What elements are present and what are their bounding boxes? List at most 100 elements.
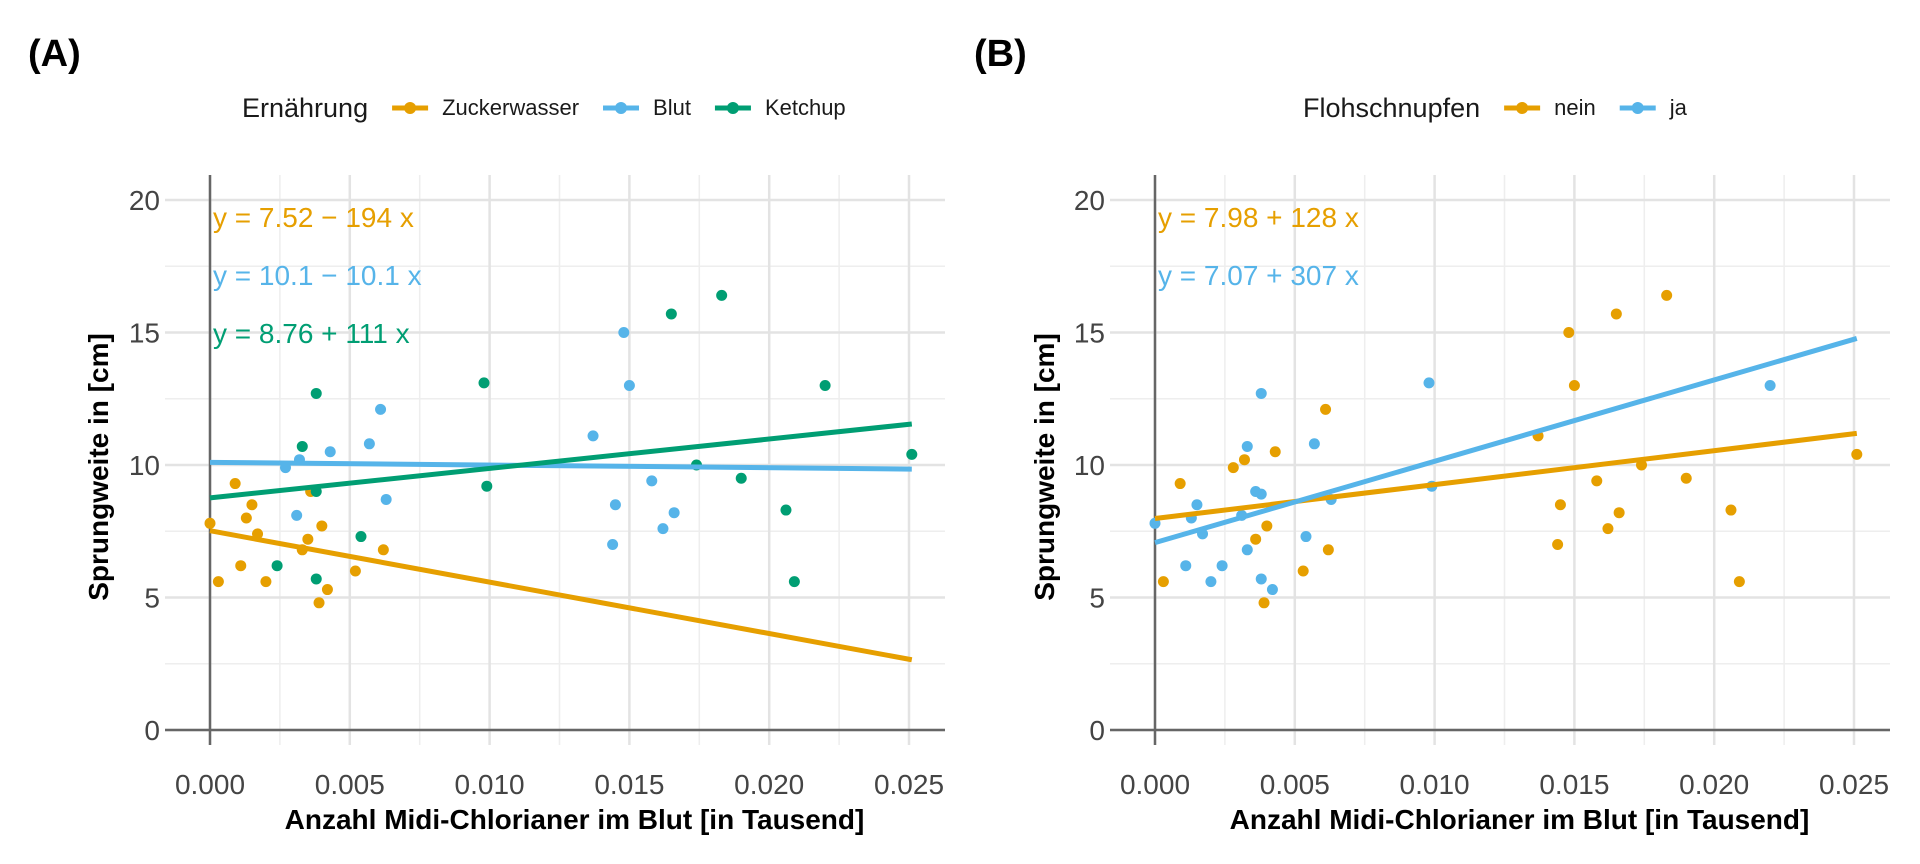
legend-item: nein: [1504, 95, 1596, 120]
data-point: [355, 531, 367, 543]
legend-label: Blut: [653, 95, 691, 120]
legend-label: Zuckerwasser: [442, 95, 579, 120]
legend-key-point: [726, 102, 739, 114]
data-point: [1255, 573, 1267, 585]
data-point: [324, 446, 336, 458]
x-tick-label: 0.020: [1679, 769, 1749, 800]
data-point: [906, 448, 918, 460]
data-point: [1261, 520, 1273, 532]
data-point: [1216, 560, 1228, 572]
x-tick-label: 0.025: [1819, 769, 1889, 800]
data-point: [1764, 380, 1776, 391]
legend-key-point: [404, 102, 417, 114]
data-point: [1568, 380, 1580, 391]
y-tick-label: 10: [1074, 450, 1105, 481]
data-point: [819, 380, 831, 391]
data-point: [1322, 544, 1334, 556]
data-point: [1227, 462, 1239, 474]
x-tick-label: 0.005: [315, 769, 385, 800]
series-points-nein: [1157, 289, 1863, 609]
x-tick-label: 0.010: [455, 769, 525, 800]
data-point: [321, 584, 333, 596]
legend-title: Flohschnupfen: [1303, 93, 1480, 123]
regression-equation: y = 10.1 − 10.1 x: [213, 260, 422, 291]
regression-equation: y = 8.76 + 111 x: [213, 318, 410, 349]
data-point: [1591, 475, 1603, 487]
y-tick-label: 5: [144, 583, 160, 614]
y-tick-label: 20: [129, 185, 160, 216]
data-point: [646, 475, 658, 487]
data-point: [1613, 507, 1625, 519]
legend-title: Ernährung: [242, 93, 368, 123]
x-tick-label: 0.025: [874, 769, 944, 800]
data-point: [1205, 576, 1217, 588]
data-point: [1250, 533, 1262, 545]
regression-equation: y = 7.07 + 307 x: [1158, 260, 1359, 291]
data-point: [1552, 539, 1564, 550]
data-point: [1191, 499, 1203, 511]
data-point: [229, 478, 241, 490]
data-point: [478, 377, 490, 389]
data-point: [1258, 597, 1270, 609]
data-point: [1554, 499, 1566, 511]
x-tick-label: 0.005: [1260, 769, 1330, 800]
data-point: [481, 480, 493, 492]
data-point: [1255, 488, 1267, 500]
data-point: [1661, 289, 1673, 301]
x-tick-label: 0.000: [175, 769, 245, 800]
data-point: [1255, 387, 1267, 399]
x-tick-label: 0.015: [594, 769, 664, 800]
data-point: [377, 544, 389, 556]
data-point: [349, 565, 361, 577]
data-point: [1725, 504, 1737, 516]
data-point: [665, 308, 677, 320]
x-tick-label: 0.020: [734, 769, 804, 800]
data-point: [657, 523, 669, 535]
legend-key-point: [615, 102, 628, 114]
y-tick-label: 0: [1089, 715, 1105, 746]
data-point: [310, 573, 322, 585]
panel-label: (A): [28, 33, 81, 75]
data-point: [204, 517, 216, 529]
data-point: [313, 597, 325, 609]
data-point: [1423, 377, 1435, 389]
data-point: [788, 576, 800, 588]
regression-line: [209, 459, 912, 472]
legend-item: ja: [1619, 95, 1688, 120]
series-points-blut: [279, 327, 680, 550]
data-point: [623, 380, 635, 391]
data-point: [246, 499, 258, 511]
x-tick-label: 0.000: [1120, 769, 1190, 800]
data-point: [716, 289, 728, 301]
data-point: [296, 440, 308, 452]
y-tick-label: 5: [1089, 583, 1105, 614]
data-point: [1610, 308, 1622, 320]
data-point: [260, 576, 272, 588]
data-point: [1241, 544, 1253, 556]
legend-label: nein: [1554, 95, 1596, 120]
data-point: [1297, 565, 1309, 577]
legend-key-point: [1631, 102, 1644, 114]
y-tick-label: 15: [129, 318, 160, 349]
data-point: [310, 387, 322, 399]
y-tick-label: 20: [1074, 185, 1105, 216]
data-point: [1157, 576, 1169, 588]
panel-a: (A) 0.000 0.005 0.010 0.015 0.020 0.025 0 5 10 15 2…: [28, 33, 945, 835]
data-point: [609, 499, 621, 511]
data-point: [587, 430, 599, 442]
panel-label: (B): [974, 33, 1027, 75]
data-point: [1308, 438, 1320, 450]
data-point: [780, 504, 792, 516]
legend-label: Ketchup: [765, 95, 846, 120]
x-axis-title: Anzahl Midi-Chlorianer im Blut [in Tause…: [285, 804, 865, 835]
data-point: [1300, 531, 1312, 543]
data-point: [1266, 584, 1278, 596]
regression-equation: y = 7.52 − 194 x: [213, 202, 414, 233]
data-point: [240, 512, 252, 524]
legend-item: Ketchup: [714, 95, 846, 120]
data-point: [375, 403, 387, 415]
data-point: [1563, 327, 1575, 338]
panel-b: (B) 0.000 0.005 0.010 0.015 0.020 0.025 0 5 10 15 2…: [974, 33, 1890, 835]
data-point: [291, 509, 303, 521]
